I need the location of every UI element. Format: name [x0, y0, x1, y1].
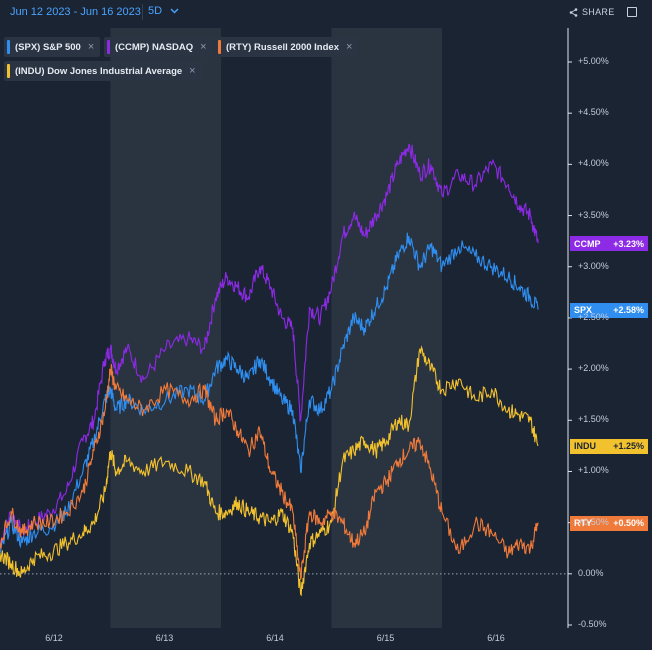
x-tick-label: 6/13 — [155, 633, 174, 643]
legend-swatch — [218, 40, 221, 54]
y-tick-label: +4.50% — [578, 107, 609, 118]
expand-icon[interactable] — [627, 7, 637, 17]
date-range-selector[interactable]: Jun 12 2023 - Jun 16 2023 — [10, 6, 141, 18]
close-icon[interactable]: × — [87, 41, 95, 53]
y-tick-label: -0.50% — [578, 619, 607, 629]
legend-label: (INDU) Dow Jones Industrial Average — [15, 65, 183, 77]
y-tick-label: 0.00% — [578, 567, 604, 578]
y-tick-label: +2.50% — [578, 311, 609, 322]
y-tick-label: +3.50% — [578, 209, 609, 220]
end-label-tag: CCMP — [574, 238, 601, 249]
series-line-rty[interactable] — [0, 364, 539, 581]
end-label-spx: SPX +2.58% — [570, 302, 648, 318]
y-tick-label: +3.00% — [578, 260, 609, 271]
y-tick-label: +2.00% — [578, 363, 609, 374]
end-label-ccmp: CCMP +3.23% — [570, 236, 648, 252]
end-label-indu: INDU +1.25% — [570, 438, 648, 454]
chevron-down-icon — [170, 8, 179, 14]
y-tick-label: +5.00% — [578, 56, 609, 66]
legend-label: (CCMP) NASDAQ — [115, 41, 194, 53]
legend-label: (SPX) S&P 500 — [15, 41, 81, 53]
legend-swatch — [7, 40, 10, 54]
x-tick-label: 6/15 — [376, 633, 395, 643]
end-label-value: +0.50% — [613, 518, 644, 529]
end-label-tag: SPX — [574, 305, 593, 316]
end-label-value: +3.23% — [613, 238, 644, 249]
x-tick-label: 6/16 — [487, 633, 505, 643]
y-tick-label: +4.00% — [578, 158, 609, 169]
close-icon[interactable]: × — [200, 41, 207, 53]
legend-item-spx[interactable]: (SPX) S&P 500 × — [4, 37, 101, 57]
close-icon[interactable]: × — [345, 41, 353, 53]
series-line-indu[interactable] — [0, 345, 539, 597]
legend-swatch — [107, 40, 110, 54]
y-tick-label: +0.50% — [578, 516, 609, 527]
legend-label: (RTY) Russell 2000 Index — [226, 41, 339, 53]
close-icon[interactable]: × — [189, 65, 196, 77]
end-label-rty: RTY +0.50% — [570, 515, 648, 531]
x-tick-label: 6/12 — [45, 633, 63, 643]
series-line-ccmp[interactable] — [0, 143, 539, 544]
legend-item-ccmp[interactable]: (CCMP) NASDAQ × — [104, 37, 213, 57]
end-label-tag: RTY — [574, 518, 592, 529]
toolbar-divider — [142, 4, 143, 20]
share-icon — [569, 7, 578, 17]
day-band — [110, 28, 221, 628]
y-tick-label: +1.50% — [578, 414, 609, 425]
y-tick-label: +1.00% — [578, 465, 609, 476]
legend-item-rty[interactable]: (RTY) Russell 2000 Index × — [215, 37, 359, 57]
legend-swatch — [7, 64, 10, 78]
share-button[interactable]: SHARE — [569, 7, 615, 17]
plot-area — [0, 28, 568, 628]
x-tick-label: 6/14 — [266, 633, 284, 643]
legend-item-indu[interactable]: (INDU) Dow Jones Industrial Average × — [4, 61, 202, 81]
end-label-value: +1.25% — [613, 441, 644, 452]
top-toolbar: Jun 12 2023 - Jun 16 2023 5D SHARE — [0, 0, 652, 26]
period-label: 5D — [148, 5, 163, 17]
end-label-value: +2.58% — [613, 305, 644, 316]
period-dropdown[interactable]: 5D — [148, 5, 179, 17]
end-label-tag: INDU — [574, 441, 596, 452]
series-line-spx[interactable] — [0, 232, 539, 554]
share-label: SHARE — [582, 7, 615, 17]
